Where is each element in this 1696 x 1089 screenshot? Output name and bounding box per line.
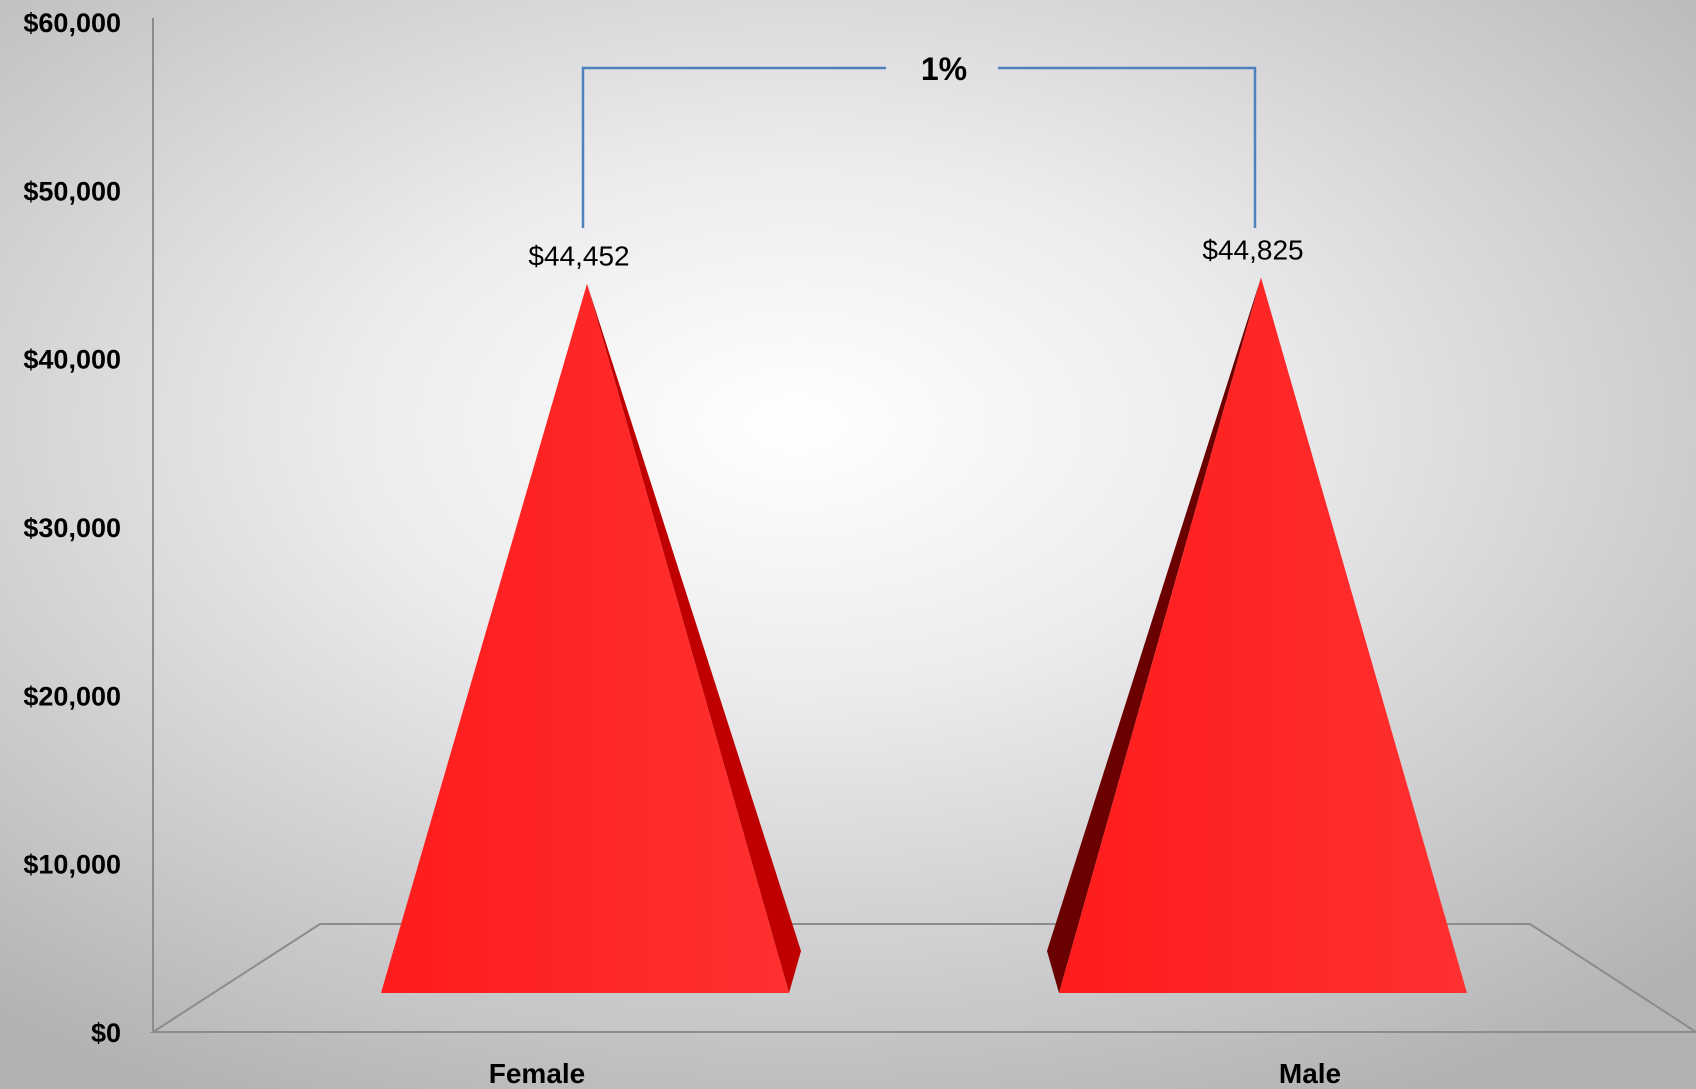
bar-female (381, 283, 801, 993)
y-tick-label: $40,000 (23, 345, 121, 375)
bracket-right (998, 66, 1257, 228)
bar-male (1047, 277, 1467, 994)
x-tick-label-male: Male (1279, 1058, 1341, 1089)
y-tick-label: $60,000 (23, 8, 121, 38)
y-tick-label: $50,000 (23, 176, 121, 206)
y-tick-label: $0 (91, 1018, 121, 1048)
bracket-left (581, 66, 886, 228)
bar-side-facet (1047, 277, 1261, 994)
y-tick-label: $30,000 (23, 513, 121, 543)
bar-side-facet (587, 283, 801, 993)
y-tick-label: $20,000 (23, 681, 121, 711)
y-tick-label: $10,000 (23, 850, 121, 880)
difference-label: 1% (921, 51, 967, 87)
bar-front-facet (1059, 277, 1467, 994)
bar-front-facet (381, 283, 789, 993)
x-tick-label-female: Female (489, 1058, 586, 1089)
data-label-female: $44,452 (528, 241, 629, 272)
data-label-male: $44,825 (1202, 234, 1303, 265)
chart-floor (149, 923, 1696, 1033)
